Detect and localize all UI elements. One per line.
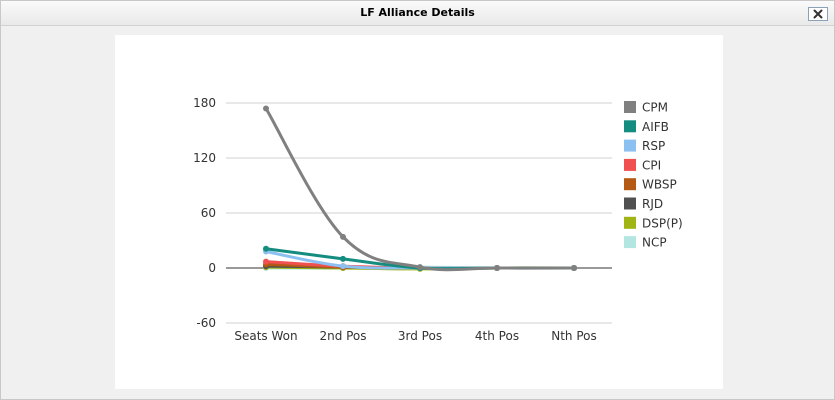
legend-label: CPI xyxy=(642,158,661,172)
legend-swatch xyxy=(624,197,636,210)
data-point xyxy=(263,105,269,112)
x-tick-label: Seats Won xyxy=(234,329,297,343)
data-point xyxy=(263,245,269,252)
legend-swatch xyxy=(624,178,636,191)
x-tick-label: 2nd Pos xyxy=(319,329,366,343)
close-button[interactable] xyxy=(808,7,828,21)
y-tick-label: -60 xyxy=(196,316,216,330)
data-point xyxy=(417,264,423,271)
dialog-title: LF Alliance Details xyxy=(360,6,475,19)
y-tick-label: 60 xyxy=(201,206,216,220)
legend-label: RJD xyxy=(642,197,663,211)
legend-label: AIFB xyxy=(642,120,669,134)
legend-swatch xyxy=(624,216,636,229)
y-tick-label: 180 xyxy=(193,96,216,110)
legend-label: WBSP xyxy=(642,178,677,192)
data-point xyxy=(340,263,346,270)
legend-label: RSP xyxy=(642,139,665,153)
x-tick-label: 3rd Pos xyxy=(398,329,442,343)
close-icon xyxy=(813,9,823,19)
data-point xyxy=(340,233,346,240)
legend-swatch xyxy=(624,101,636,113)
x-tick-label: 4th Pos xyxy=(475,329,519,343)
y-tick-label: 0 xyxy=(208,261,216,275)
legend-label: CPM xyxy=(642,101,668,115)
x-tick-label: Nth Pos xyxy=(551,329,597,343)
legend-swatch xyxy=(624,139,636,152)
legend-label: DSP(P) xyxy=(642,216,683,230)
legend-swatch xyxy=(624,236,636,249)
legend-swatch xyxy=(624,120,636,133)
legend-swatch xyxy=(624,158,636,171)
dialog-titlebar[interactable]: LF Alliance Details xyxy=(1,1,834,26)
y-tick-label: 120 xyxy=(193,151,216,165)
line-chart: 180 120 60 0 -60 Seats Won 2nd Pos 3rd Pos 4th P… xyxy=(193,96,683,343)
data-point xyxy=(340,255,346,262)
series-line-cpm xyxy=(264,107,576,272)
data-point xyxy=(494,265,500,271)
legend-label: NCP xyxy=(642,236,667,250)
data-point xyxy=(263,258,269,265)
data-point xyxy=(571,265,577,271)
chart-panel: 180 120 60 0 -60 Seats Won 2nd Pos 3rd Pos 4th P… xyxy=(115,35,723,389)
